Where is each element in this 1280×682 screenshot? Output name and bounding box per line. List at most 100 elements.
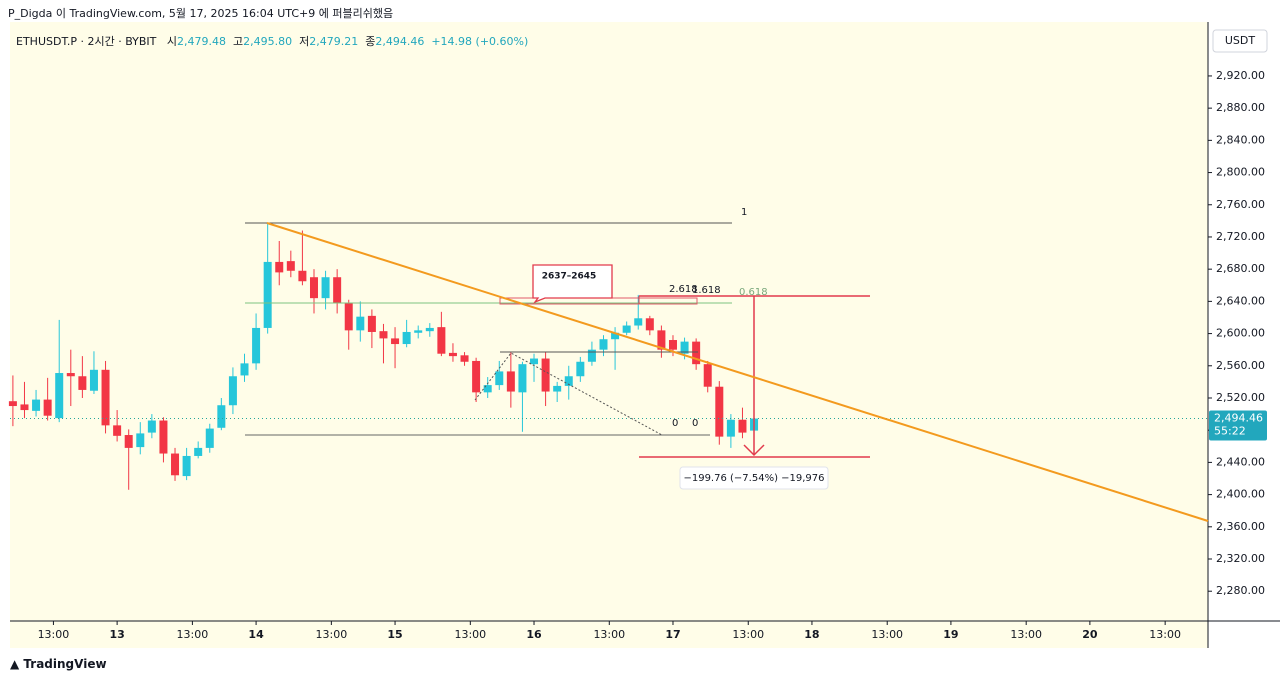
candle-body: [66, 373, 75, 377]
x-tick-label: 13: [109, 628, 124, 641]
candle-body: [43, 399, 52, 416]
candle-body: [437, 327, 446, 354]
candle-body: [298, 270, 307, 282]
fib-label: 0: [692, 418, 698, 429]
ohlc-value: 2,479.21: [309, 35, 359, 48]
candle-body: [483, 385, 492, 393]
x-tick-label: 13:00: [177, 628, 209, 641]
fib-label: 0.618: [739, 287, 768, 298]
candle-body: [194, 447, 203, 456]
ohlc-value: 2,495.80: [243, 35, 293, 48]
candle-body: [217, 405, 226, 428]
x-tick-label: 19: [943, 628, 958, 641]
candle-body: [344, 302, 353, 331]
unit-button[interactable]: [1212, 29, 1268, 53]
candle-body: [367, 315, 376, 332]
x-tick-label: 13:00: [593, 628, 625, 641]
candle-body: [252, 327, 261, 364]
y-tick-label: 2,840.00: [1216, 133, 1265, 146]
ohlc-label: 시: [166, 35, 178, 48]
fib-label: 1: [741, 207, 747, 218]
y-tick-label: 2,640.00: [1216, 294, 1265, 307]
legend: ETHUSDT.P · 2시간 · BYBIT 시2,479.48 고2,495…: [16, 33, 528, 49]
candle-body: [20, 404, 29, 411]
candle-body: [530, 358, 539, 365]
candle-body: [356, 316, 365, 331]
arrow-head: [743, 444, 765, 457]
candle-body: [263, 261, 272, 328]
last-price-tag: [1209, 410, 1267, 441]
candle-body: [402, 331, 411, 345]
x-tick-label: 13:00: [732, 628, 764, 641]
x-tick-label: 18: [804, 628, 819, 641]
candle-body: [205, 428, 214, 448]
footer-logo: ▲ TradingView: [10, 657, 107, 671]
candle-body: [634, 318, 643, 326]
ext-label: 2.618: [669, 284, 698, 295]
candle-body: [101, 369, 110, 426]
y-tick-label: 2,600.00: [1216, 327, 1265, 340]
candle-body: [309, 277, 318, 299]
candle-body: [460, 355, 469, 362]
ohlc-value: 2,494.46: [375, 35, 425, 48]
candle-body: [113, 425, 122, 436]
candle-body: [333, 277, 342, 303]
last-price-label: 2,494.46: [1214, 412, 1263, 425]
candle-body: [228, 376, 237, 406]
x-tick-label: 17: [665, 628, 680, 641]
x-tick-label: 13:00: [1149, 628, 1181, 641]
candle-body: [159, 420, 168, 454]
ext-label: 1.618: [692, 285, 721, 296]
measure-box: [679, 466, 829, 490]
candle-body: [414, 330, 423, 333]
candle-body: [448, 352, 457, 357]
publish-info: P_Digda 이 TradingView.com, 5월 17, 2025 1…: [8, 7, 394, 20]
ohlc-label: 고: [233, 35, 244, 48]
candle-body: [182, 455, 191, 477]
change: +14.98 (+0.60%): [431, 35, 529, 48]
y-tick-label: 2,680.00: [1216, 262, 1265, 275]
candle-body: [703, 364, 712, 387]
x-tick-label: 14: [248, 628, 264, 641]
y-tick-label: 2,560.00: [1216, 359, 1265, 372]
candle-body: [738, 419, 747, 433]
candle-body: [89, 369, 98, 391]
candle-body: [240, 363, 249, 376]
drawings: 1 0 0 2637–2645 2.618 1.618 0.618 −199.7…: [245, 207, 1209, 522]
callout-text: 2637–2645: [542, 272, 597, 282]
y-tick-label: 2,760.00: [1216, 198, 1265, 211]
candle-body: [726, 419, 735, 437]
pattern-line: [474, 352, 663, 436]
candle-body: [622, 325, 631, 333]
x-tick-label: 20: [1082, 628, 1098, 641]
y-tick-label: 2,360.00: [1216, 520, 1265, 533]
candle-body: [147, 420, 156, 433]
candle-body: [55, 373, 64, 419]
candle-body: [275, 261, 284, 273]
candle-body: [391, 338, 400, 345]
y-tick-label: 2,880.00: [1216, 101, 1265, 114]
candle-body: [124, 435, 133, 448]
candle-body: [78, 376, 87, 390]
countdown: 55:22: [1214, 425, 1246, 438]
candle-body: [715, 386, 724, 437]
candle-body: [541, 358, 550, 392]
y-tick-label: 2,720.00: [1216, 230, 1265, 243]
y-tick-label: 2,280.00: [1216, 584, 1265, 597]
x-tick-label: 13:00: [38, 628, 70, 641]
candle-body: [599, 339, 608, 350]
footer-text: TradingView: [23, 657, 107, 671]
x-tick-label: 13:00: [1010, 628, 1042, 641]
candle-body: [379, 331, 388, 339]
fib-label: 0: [672, 418, 678, 429]
y-tick-label: 2,400.00: [1216, 488, 1265, 501]
candle-body: [472, 360, 481, 393]
y-tick-label: 2,440.00: [1216, 455, 1265, 468]
measure-text: −199.76 (−7.54%) −19,976: [683, 473, 824, 484]
candle-body: [657, 330, 666, 350]
symbol: ETHUSDT.P · 2시간 · BYBIT: [16, 35, 157, 48]
candle-body: [321, 277, 330, 299]
candle-body: [680, 341, 689, 354]
